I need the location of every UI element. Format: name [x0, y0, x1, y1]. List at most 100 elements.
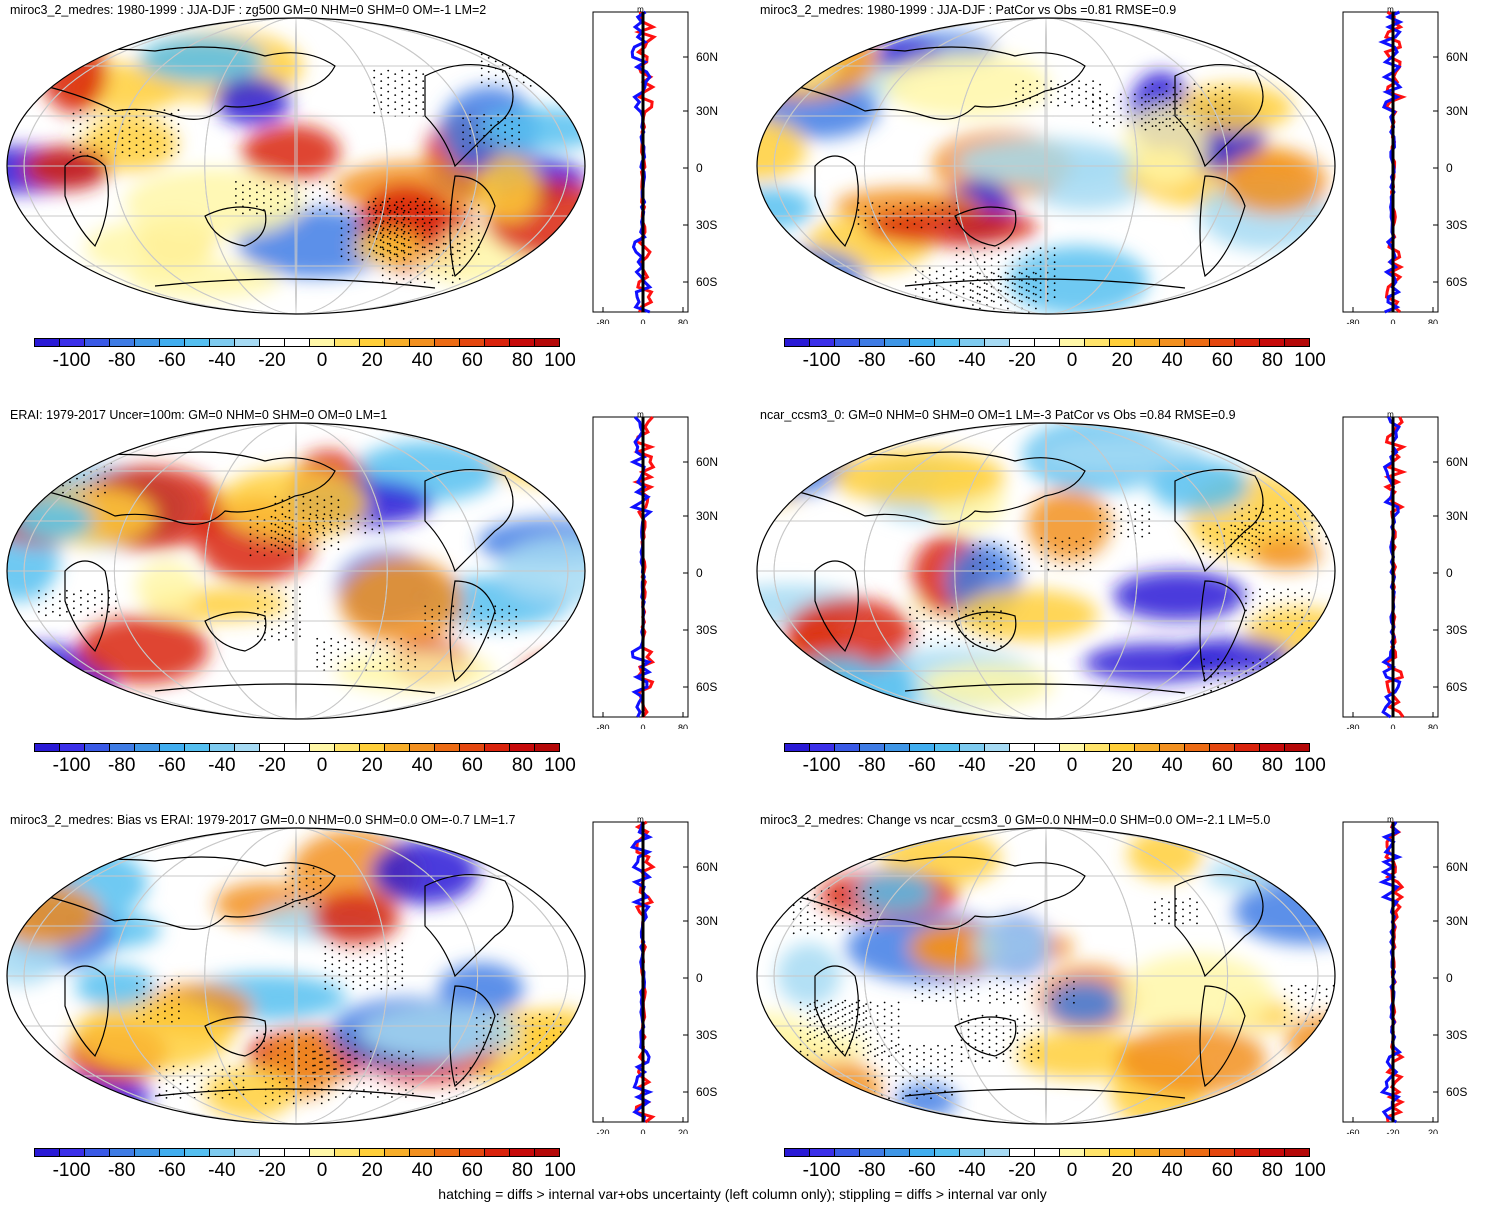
colorbar-swatch — [985, 339, 1010, 346]
colorbar-swatch — [135, 744, 160, 751]
colorbar-tick-label: -40 — [208, 755, 236, 776]
colorbar-swatch — [160, 339, 185, 346]
colorbar-swatch — [1235, 339, 1260, 346]
colorbar-swatch — [910, 1149, 935, 1156]
coastline — [424, 469, 514, 573]
colorbar-tick-label: -100 — [802, 350, 841, 371]
coastline — [814, 155, 859, 248]
colorbar-swatch — [910, 339, 935, 346]
colorbar-tick-label: 20 — [361, 1160, 383, 1181]
colorbar-tick-label: 80 — [1261, 350, 1283, 371]
coastline — [424, 64, 514, 168]
coastline — [154, 1088, 436, 1099]
profile-unit: m — [1387, 410, 1394, 419]
panel-1: miroc3_2_medres: 1980-1999 : JJA-DJF : z… — [0, 0, 740, 400]
colorbar-swatch — [1010, 1149, 1035, 1156]
colorbar-tick-label: -60 — [158, 350, 186, 371]
anomaly-field — [214, 76, 291, 126]
colorbar-swatch — [385, 744, 410, 751]
stippling — [792, 886, 1335, 1100]
lat-tick-label: 30N — [1446, 104, 1468, 118]
colorbar-swatch — [435, 339, 460, 346]
anomaly-field — [242, 124, 341, 181]
colorbar — [34, 338, 560, 347]
colorbar-swatch — [835, 339, 860, 346]
colorbar-swatch — [135, 339, 160, 346]
anomaly-field — [81, 116, 178, 172]
colorbar-swatch — [260, 339, 285, 346]
lat-tick-label: 30S — [696, 218, 717, 232]
anomaly-field — [1047, 980, 1122, 1027]
profile-tick-label: 80 — [1428, 723, 1438, 729]
colorbar-swatch — [935, 744, 960, 751]
colorbar — [784, 743, 1310, 752]
map-outline — [6, 827, 586, 1125]
anomaly-field — [1259, 828, 1335, 877]
colorbar-swatch — [1260, 339, 1285, 346]
coastline — [64, 155, 109, 248]
colorbar-swatch — [35, 339, 60, 346]
colorbar-tick-label: 60 — [461, 1160, 483, 1181]
colorbar-swatch — [210, 744, 235, 751]
colorbar-swatch — [360, 1149, 385, 1156]
colorbar-swatch — [285, 744, 310, 751]
colorbar-swatch — [1285, 744, 1309, 751]
colorbar-tick-label: 100 — [1294, 755, 1326, 776]
graticule — [757, 828, 1335, 1124]
lat-tick-label: 0 — [1446, 161, 1453, 175]
colorbar-swatch — [885, 1149, 910, 1156]
colorbar-swatch — [235, 1149, 260, 1156]
colorbar-tick-label: 40 — [1161, 755, 1183, 776]
lat-tick-label: 60S — [696, 275, 717, 289]
colorbar-tick-label: 80 — [511, 350, 533, 371]
colorbar-swatch — [535, 1149, 559, 1156]
panel-6: miroc3_2_medres: Change vs ncar_ccsm3_0 … — [750, 810, 1485, 1210]
zonal-mean-profile: m 60N 30N 0 30S 60S -80 0 80 — [1342, 5, 1468, 324]
lat-tick-label: 30S — [696, 623, 717, 637]
lat-tick-label: 30S — [696, 1028, 717, 1042]
colorbar-tick-label: 0 — [316, 1160, 328, 1181]
colorbar-swatch — [810, 339, 835, 346]
colorbar-tick-label: -20 — [1008, 1160, 1036, 1181]
colorbar-swatch — [1060, 1149, 1085, 1156]
profile-tick-label: 0 — [1390, 723, 1395, 729]
colorbar-swatch — [260, 1149, 285, 1156]
colorbar-tick-label: -60 — [158, 755, 186, 776]
panel-title: miroc3_2_medres: Change vs ncar_ccsm3_0 … — [760, 813, 1271, 827]
colorbar-swatch — [810, 744, 835, 751]
coastline — [794, 856, 1086, 930]
colorbar-tick-label: 60 — [1211, 1160, 1233, 1181]
map-plot — [756, 827, 1336, 1125]
anomaly-field — [339, 557, 463, 645]
colorbar-swatch — [260, 744, 285, 751]
profile-tick-label: -80 — [1346, 318, 1359, 324]
lat-tick-label: 60S — [696, 1085, 717, 1099]
panel-title: miroc3_2_medres: 1980-1999 : JJA-DJF : z… — [10, 3, 487, 17]
profile-red-line — [1383, 416, 1408, 718]
zonal-mean-profile: m 60N 30N 0 30S 60S -60 -20 20 — [1342, 815, 1468, 1134]
anomaly-field — [1222, 149, 1328, 215]
colorbar-swatch — [285, 339, 310, 346]
colorbar-tick-label: 40 — [411, 350, 433, 371]
colorbar-tick-label: -60 — [908, 755, 936, 776]
profile-tick-label: 0 — [640, 1128, 645, 1134]
graticule — [7, 423, 585, 719]
colorbar-swatch — [1185, 339, 1210, 346]
anomaly-field — [1120, 953, 1273, 1040]
coastlines — [794, 856, 1264, 1099]
profile-unit: m — [637, 5, 644, 14]
lat-tick-label: 30N — [696, 914, 718, 928]
anomaly-field — [515, 661, 585, 707]
panel-title: ncar_ccsm3_0: GM=0 NHM=0 SHM=0 OM=1 LM=-… — [760, 408, 1236, 422]
anomaly-field — [84, 221, 214, 275]
colorbar-swatch — [1135, 744, 1160, 751]
colorbar-tick-label: 60 — [1211, 350, 1233, 371]
colorbar-tick-label: 0 — [1066, 1160, 1078, 1181]
coastline — [204, 1016, 267, 1057]
zonal-mean-profile: m 60N 30N 0 30S 60S -20 0 20 — [592, 815, 718, 1134]
colorbar-swatch — [410, 339, 435, 346]
colorbar-swatch — [835, 744, 860, 751]
anomaly-field — [476, 154, 540, 222]
map-plot — [6, 422, 586, 720]
graticule — [7, 18, 585, 314]
